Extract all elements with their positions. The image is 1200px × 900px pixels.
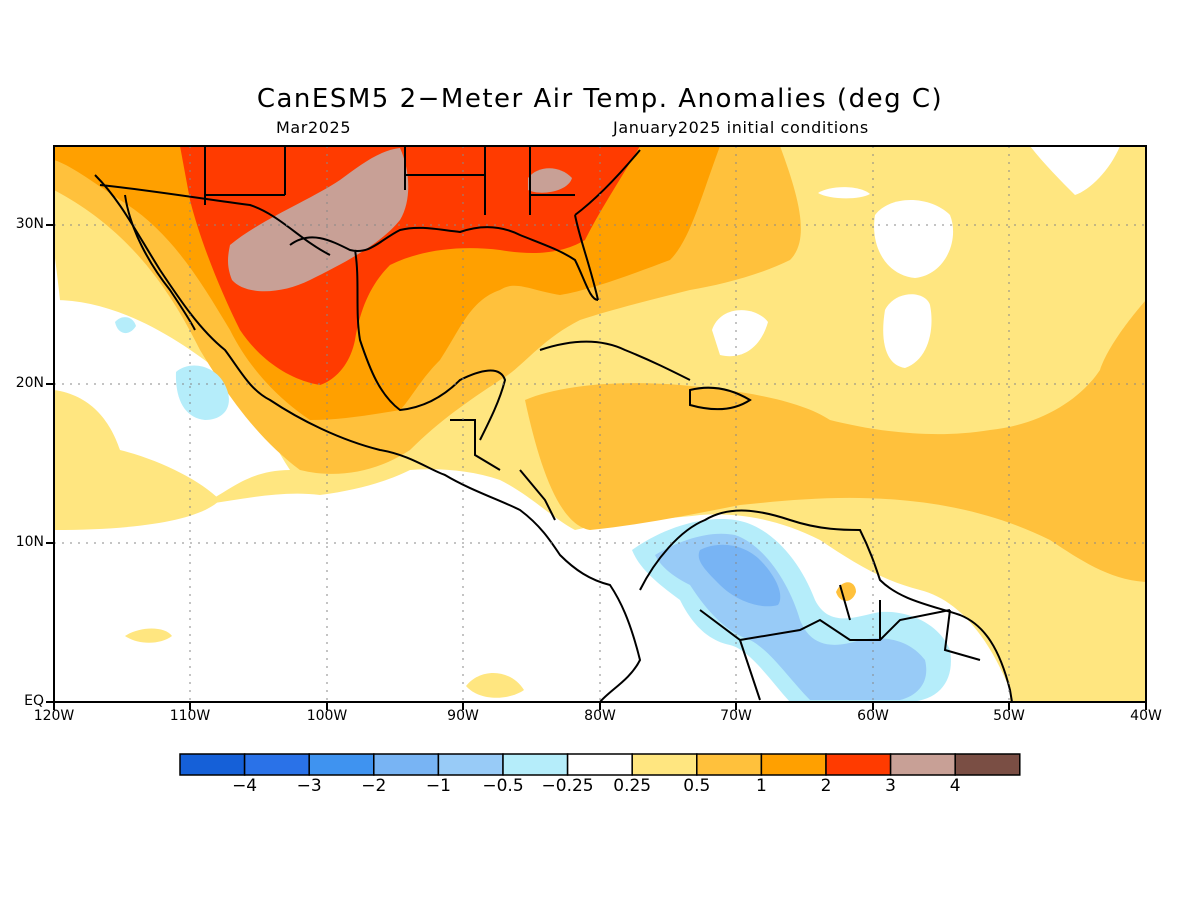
lon-label-70w: 70W: [720, 708, 752, 724]
colorbar-label: −0.25: [541, 776, 594, 796]
colorbar-swatch: [696, 753, 763, 776]
anomaly-yellow-blob-2: [125, 628, 172, 643]
border-us-mexico: [99, 184, 331, 256]
axis-ticks: [46, 224, 1147, 710]
anomaly-cool-midblue: [698, 544, 781, 607]
lon-label-120w: 120W: [33, 708, 75, 724]
colorbar-swatch: [825, 753, 892, 776]
map-title: CanESM5 2−Meter Air Temp. Anomalies (deg…: [256, 84, 944, 114]
colorbar-label: 1: [755, 776, 767, 796]
anomaly-yellow-blob-3: [466, 672, 524, 698]
lat-label-30n: 30N: [15, 216, 44, 232]
border-us-states: [204, 146, 575, 215]
colorbar-label: −4: [232, 776, 258, 796]
anomaly-hot-se-us: [528, 168, 572, 193]
colorbar-swatch: [760, 753, 827, 776]
colorbar-swatch: [373, 753, 440, 776]
gridlines: [54, 146, 1146, 702]
coastline-florida: [574, 214, 599, 301]
colorbar-label: −3: [296, 776, 322, 796]
coastline-us-east: [574, 149, 641, 216]
forecast-month: Mar2025: [276, 118, 352, 137]
coastline-south-america: [639, 509, 1013, 702]
colorbar-swatch: [308, 753, 375, 776]
lon-label-40w: 40W: [1130, 708, 1162, 724]
colorbar-swatch: [437, 753, 504, 776]
colorbar-label: −1: [425, 776, 451, 796]
anomaly-cool-patch-1: [175, 365, 229, 420]
lat-label-10n: 10N: [15, 534, 44, 550]
anomaly-neutral-atlantic-3: [712, 310, 768, 357]
anomaly-neutral-atlantic-2: [883, 294, 932, 368]
colorbar-label: 2: [820, 776, 832, 796]
anomaly-neutral-atlantic-1: [874, 200, 954, 278]
lon-label-90w: 90W: [447, 708, 479, 724]
lat-label-20n: 20N: [15, 375, 44, 391]
coastline-cuba: [539, 340, 691, 381]
colorbar-label: −0.5: [482, 776, 524, 796]
anomaly-neutral-atlantic-4: [818, 187, 870, 199]
lon-label-50w: 50W: [993, 708, 1025, 724]
colorbar-swatch: [954, 753, 1021, 776]
colorbar-swatch: [179, 753, 246, 776]
colorbar-swatch: [243, 753, 310, 776]
lon-label-80w: 80W: [584, 708, 616, 724]
colorbar-label: 4: [949, 776, 961, 796]
colorbar-label: 0.25: [613, 776, 652, 796]
colorbar-swatch: [631, 753, 698, 776]
colorbar-swatch: [502, 753, 569, 776]
colorbar-swatch: [889, 753, 956, 776]
border-south-america: [699, 584, 981, 701]
lon-label-100w: 100W: [306, 708, 348, 724]
anomaly-neutral-atlantic-5: [1030, 146, 1120, 195]
lat-label-eq: EQ: [24, 693, 44, 709]
colorbar-swatch: [566, 753, 633, 776]
coastline-hispaniola: [689, 386, 752, 411]
lon-label-110w: 110W: [169, 708, 211, 724]
lon-label-60w: 60W: [857, 708, 889, 724]
colorbar-label: 3: [885, 776, 896, 796]
initial-conditions-label: January2025 initial conditions: [613, 118, 869, 137]
anomaly-cool-patch-2: [115, 317, 136, 334]
colorbar-label: −2: [361, 776, 387, 796]
anomaly-warm-caribbean: [525, 300, 1146, 582]
anomaly-hot-texas: [228, 148, 409, 292]
anomaly-yellow-blob-1: [54, 390, 220, 530]
colorbar-label: 0.5: [683, 776, 711, 796]
colorbar: [179, 753, 1021, 776]
coastline-pacific-mexico: [94, 174, 642, 702]
coastline-baja: [124, 194, 196, 331]
coastlines: [94, 146, 1013, 702]
